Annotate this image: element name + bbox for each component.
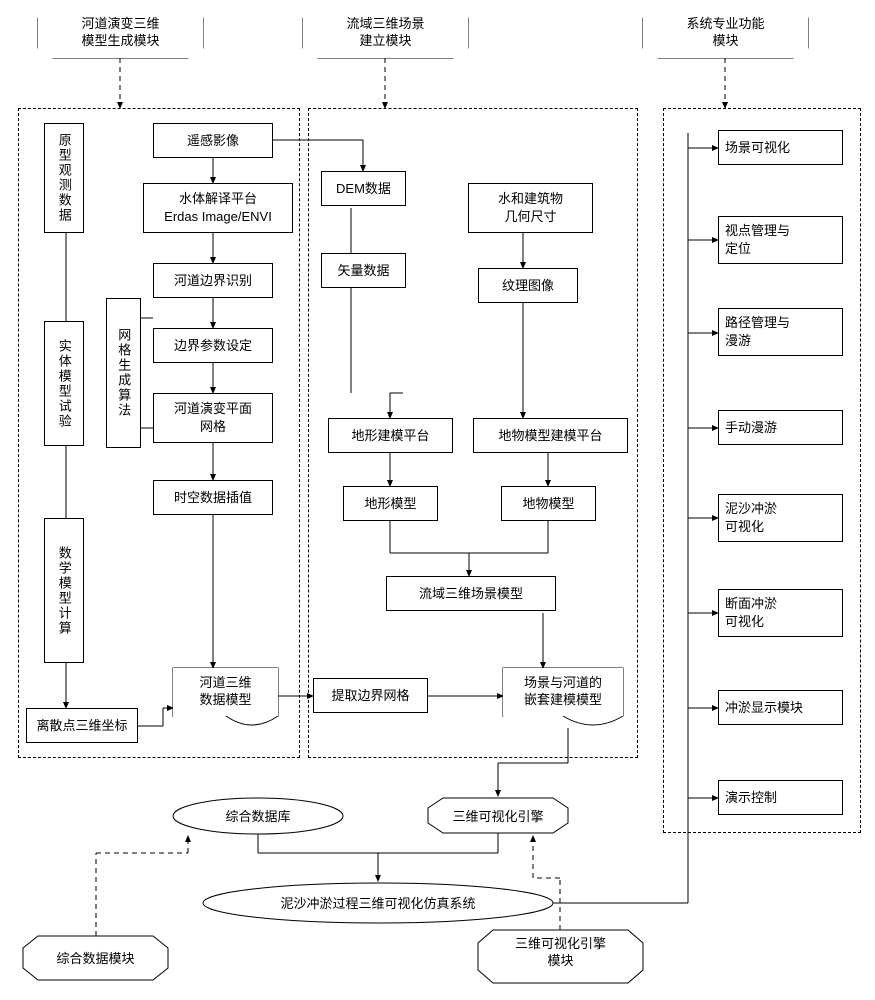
box-discrete-coord: 离散点三维坐标: [26, 708, 138, 743]
hex-engine-mod-label: 三维可视化引擎模块: [478, 936, 643, 970]
box-manual-roam: 手动漫游: [718, 410, 843, 445]
hex-label: 流域三维场景建立模块: [303, 8, 468, 58]
box-math-model: 数学模型计算: [44, 518, 84, 663]
ellipse-db-label: 综合数据库: [173, 806, 343, 825]
box-terrain-model: 地形模型: [343, 486, 438, 521]
box-plane-grid: 河道演变平面网格: [153, 393, 273, 443]
box-viewpoint: 视点管理与定位: [718, 216, 843, 264]
doc-river3d-model: 河道三维数据模型: [173, 668, 278, 716]
box-extract-grid: 提取边界网格: [313, 678, 428, 713]
box-scene-vis: 场景可视化: [718, 130, 843, 165]
box-dem: DEM数据: [321, 171, 406, 206]
box-boundary-recog: 河道边界识别: [153, 263, 273, 298]
diagram-canvas: 河道演变三维模型生成模块 流域三维场景建立模块 系统专业功能模块 原型观测数据 …: [8, 8, 867, 992]
ellipse-sim-label: 泥沙冲淤过程三维可视化仿真系统: [203, 893, 553, 912]
hex-scene-module: 流域三维场景建立模块: [303, 8, 468, 58]
hex-label: 河道演变三维模型生成模块: [38, 8, 203, 58]
box-mesh-algo: 网格生成算法: [106, 298, 141, 448]
box-param-set: 边界参数设定: [153, 328, 273, 363]
hex-function-module: 系统专业功能模块: [643, 8, 808, 58]
box-vector: 矢量数据: [321, 253, 406, 288]
box-feature-plat: 地物模型建模平台: [473, 418, 628, 453]
hex-river-model-module: 河道演变三维模型生成模块: [38, 8, 203, 58]
box-terrain-plat: 地形建模平台: [328, 418, 453, 453]
box-water-platform: 水体解译平台Erdas Image/ENVI: [143, 183, 293, 233]
box-geom: 水和建筑物几何尺寸: [468, 183, 593, 233]
box-display: 冲淤显示模块: [718, 690, 843, 725]
hex-engine-label: 三维可视化引擎: [428, 806, 568, 825]
hex-label: 系统专业功能模块: [643, 8, 808, 58]
box-scene3d: 流域三维场景模型: [386, 576, 556, 611]
box-section-vis: 断面冲淤可视化: [718, 589, 843, 637]
box-feature-model: 地物模型: [501, 486, 596, 521]
box-sediment-vis: 泥沙冲淤可视化: [718, 494, 843, 542]
hex-db-mod-label: 综合数据模块: [23, 948, 168, 967]
doc-nested-model: 场景与河道的嵌套建模模型: [503, 668, 623, 716]
box-entity-model: 实体模型试验: [44, 321, 84, 446]
box-remote-sensing: 遥感影像: [153, 123, 273, 158]
box-spatiotemporal: 时空数据插值: [153, 480, 273, 515]
box-texture: 纹理图像: [478, 268, 578, 303]
box-path: 路径管理与漫游: [718, 308, 843, 356]
box-demo-ctrl: 演示控制: [718, 780, 843, 815]
box-prototype-data: 原型观测数据: [44, 123, 84, 233]
